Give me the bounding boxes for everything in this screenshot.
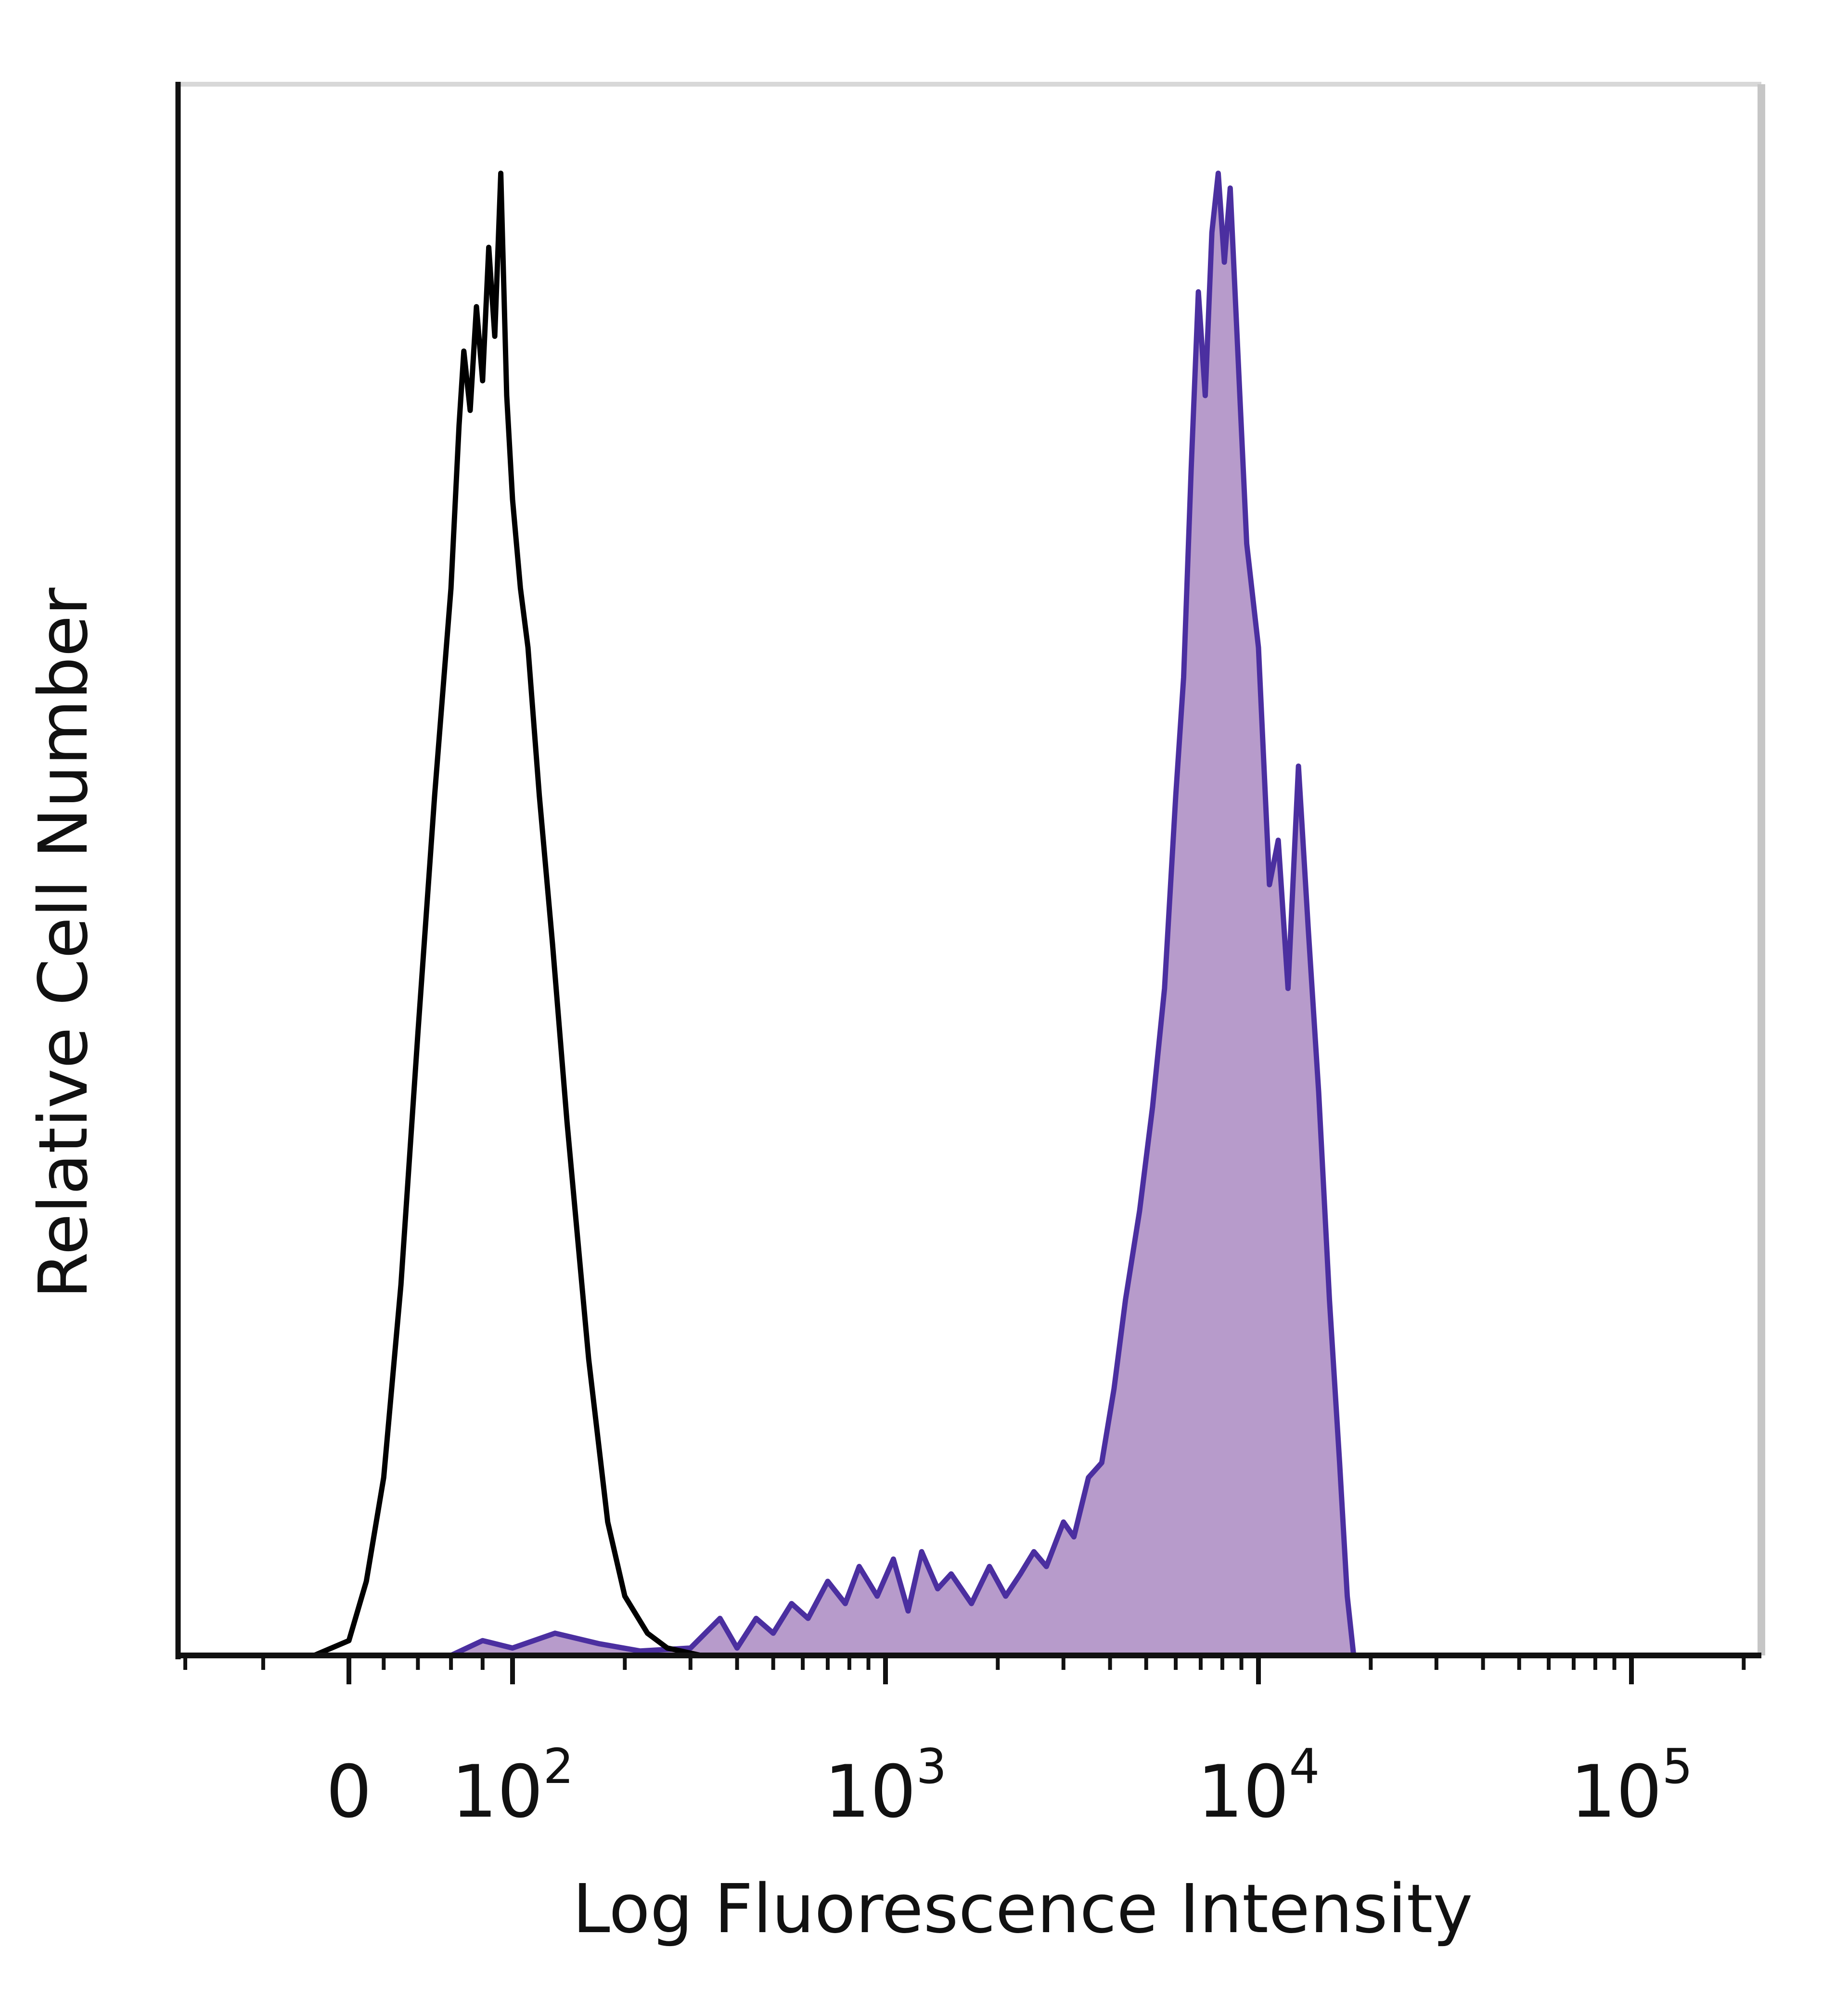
x-axis-title: Log Fluorescence Intensity [573,1870,1473,1949]
x-tick-label: 103 [824,1738,947,1834]
x-tick-label: 102 [451,1738,574,1834]
series-layer [179,170,1760,1658]
y-axis-title: Relative Cell Number [25,588,103,1299]
x-tick-label: 105 [1570,1738,1693,1834]
series-1-area [182,173,1758,1655]
x-tick-label: 104 [1197,1738,1320,1834]
x-tick-label: 0 [326,1750,372,1834]
x-tick-labels: 0 102 103 104 105 [326,1738,1693,1834]
series-0-line [179,170,1760,1658]
x-ticks [183,1655,1746,1684]
series-1-line [179,170,1760,1658]
